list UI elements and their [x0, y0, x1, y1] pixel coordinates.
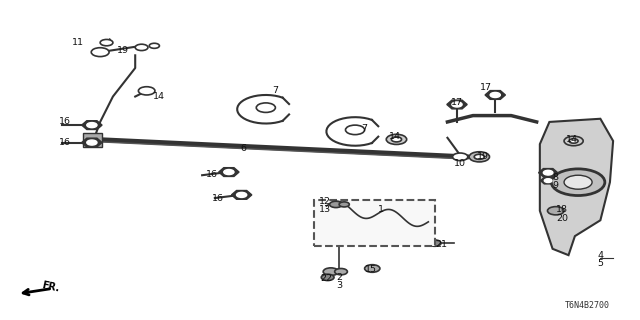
Circle shape [544, 179, 552, 182]
Circle shape [474, 154, 484, 159]
Polygon shape [447, 100, 467, 109]
Text: 12: 12 [319, 197, 331, 206]
Bar [83, 133, 102, 147]
Text: 16: 16 [59, 117, 71, 126]
Text: 7: 7 [273, 86, 278, 95]
Polygon shape [485, 91, 506, 100]
Circle shape [224, 170, 234, 175]
FancyBboxPatch shape [314, 200, 435, 246]
Text: 22: 22 [321, 275, 332, 284]
Circle shape [330, 201, 342, 208]
Text: 11: 11 [72, 38, 84, 47]
Polygon shape [82, 121, 102, 130]
Text: T6N4B2700: T6N4B2700 [565, 301, 610, 310]
Text: 20: 20 [556, 214, 568, 223]
Circle shape [387, 134, 406, 144]
Polygon shape [540, 177, 556, 184]
Circle shape [543, 170, 553, 175]
Text: 17: 17 [451, 99, 463, 108]
Text: 9: 9 [553, 181, 559, 190]
Text: 19: 19 [477, 152, 488, 161]
Circle shape [87, 140, 97, 145]
Text: 15: 15 [365, 265, 377, 274]
Text: 19: 19 [116, 46, 129, 55]
Circle shape [135, 44, 148, 51]
Circle shape [551, 169, 605, 196]
Polygon shape [232, 190, 252, 199]
Circle shape [321, 274, 334, 281]
Text: 5: 5 [597, 259, 604, 268]
Circle shape [547, 207, 564, 215]
Text: 17: 17 [479, 83, 492, 92]
Circle shape [237, 192, 246, 197]
Polygon shape [539, 169, 557, 177]
Text: 21: 21 [435, 240, 447, 249]
Text: 16: 16 [205, 170, 218, 179]
Polygon shape [82, 138, 102, 147]
Text: 13: 13 [319, 205, 331, 214]
Text: 14: 14 [389, 132, 401, 141]
Text: 10: 10 [454, 159, 466, 168]
Circle shape [490, 92, 500, 98]
Text: 7: 7 [362, 124, 367, 133]
Circle shape [100, 39, 113, 46]
Text: 2: 2 [336, 273, 342, 282]
Text: 1: 1 [378, 205, 383, 214]
Circle shape [392, 137, 401, 142]
Text: 16: 16 [212, 194, 224, 203]
Circle shape [323, 268, 339, 276]
Circle shape [346, 125, 365, 135]
Circle shape [339, 202, 349, 207]
Text: 14: 14 [566, 135, 578, 144]
Circle shape [469, 152, 490, 162]
Circle shape [564, 175, 592, 189]
Text: 6: 6 [241, 144, 246, 153]
Circle shape [92, 48, 109, 57]
Circle shape [138, 87, 155, 95]
Circle shape [149, 43, 159, 48]
Circle shape [569, 139, 578, 143]
Circle shape [87, 123, 97, 128]
Circle shape [428, 240, 441, 246]
Text: FR.: FR. [41, 280, 61, 294]
Text: 4: 4 [597, 251, 604, 260]
Text: 18: 18 [556, 205, 568, 214]
Circle shape [365, 265, 380, 272]
Text: 8: 8 [553, 173, 559, 182]
Circle shape [564, 136, 583, 146]
Circle shape [452, 102, 462, 107]
Circle shape [256, 103, 275, 112]
Text: 3: 3 [336, 281, 342, 290]
Text: 14: 14 [154, 92, 165, 101]
Polygon shape [219, 168, 239, 176]
Text: 16: 16 [59, 138, 71, 147]
Polygon shape [540, 119, 613, 255]
Circle shape [452, 153, 468, 161]
Circle shape [335, 268, 348, 275]
